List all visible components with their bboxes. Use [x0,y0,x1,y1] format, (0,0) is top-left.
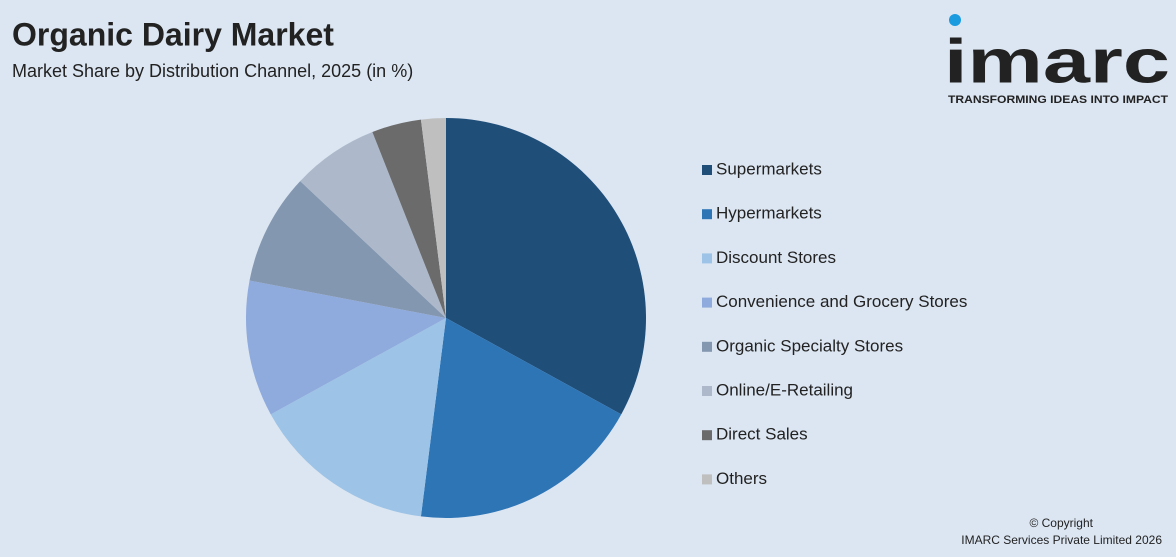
legend-label: Others [716,469,767,488]
legend-label: Hypermarkets [716,204,822,223]
legend-swatch [702,165,712,175]
chart-subtitle: Market Share by Distribution Channel, 20… [12,61,413,81]
pie-slice [446,118,646,415]
legend-label: Direct Sales [716,425,808,444]
legend-swatch [702,474,712,485]
pie-slice [246,280,446,415]
pie-slice [420,318,622,518]
logo-dot [949,14,961,26]
copyright: © Copyright [1029,516,1093,530]
legend-swatch [702,253,712,264]
legend-swatch [702,297,712,308]
logo: imarc [944,27,1170,96]
legend-swatch [702,341,712,352]
legend-label: Supermarkets [716,159,822,178]
legend-label: Organic Specialty Stores [716,336,903,355]
legend-label: Discount Stores [716,248,836,267]
pie-slice [420,118,446,318]
pie-slice [300,132,446,318]
legend-label: Convenience and Grocery Stores [716,292,967,311]
legend-swatch [702,430,712,441]
pie-slice [249,181,446,318]
logo-tagline: TRANSFORMING IDEAS INTO IMPACT [948,94,1168,106]
pie-slice [372,119,446,318]
copyright-owner: IMARC Services Private Limited 2026 [961,533,1162,547]
chart-title: Organic Dairy Market [12,16,334,52]
pie-slice [270,318,446,517]
legend-label: Online/E-Retailing [716,380,853,399]
legend-swatch [702,209,712,220]
legend-swatch [702,386,712,396]
